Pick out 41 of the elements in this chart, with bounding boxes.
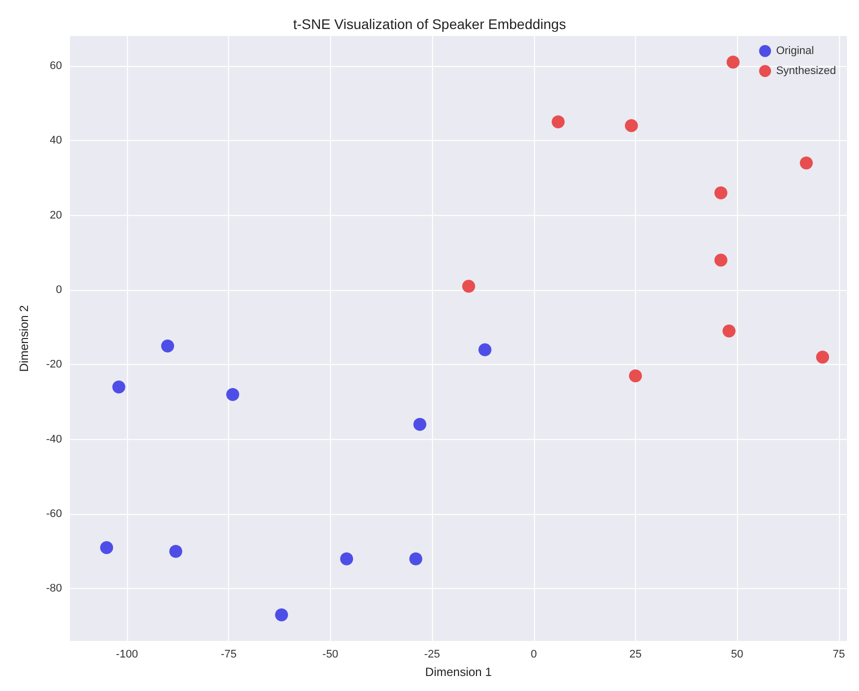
point [340, 552, 354, 566]
point [462, 280, 476, 293]
x-tick-label: -25 [424, 648, 440, 660]
x-tick-label: 25 [629, 648, 642, 660]
point [226, 388, 240, 402]
point [816, 350, 830, 364]
x-tick-label: 50 [731, 648, 744, 660]
chart-title: t-SNE Visualization of Speaker Embeddings [293, 16, 566, 32]
point [100, 541, 114, 554]
point [552, 115, 565, 128]
y-tick-label: 60 [50, 60, 62, 72]
y-tick-label: -40 [46, 433, 62, 446]
y-tick-label: -60 [46, 508, 62, 520]
point [112, 380, 126, 394]
point [800, 156, 813, 170]
point [478, 343, 492, 356]
y-tick-label: 20 [50, 209, 62, 222]
point [722, 324, 736, 338]
y-axis-title: Dimension 2 [17, 304, 31, 372]
point [714, 254, 728, 267]
y-tick-label: 0 [56, 284, 62, 296]
point [161, 339, 174, 352]
x-tick-label: -100 [116, 648, 138, 660]
x-tick-label: 75 [832, 648, 845, 660]
point [409, 552, 422, 566]
y-tick-label: -80 [46, 582, 62, 595]
x-tick-label: -75 [220, 648, 237, 660]
y-tick-label: 40 [50, 134, 62, 147]
x-tick-label: -50 [322, 648, 338, 660]
point [413, 418, 426, 431]
y-tick-label: -20 [46, 358, 62, 371]
legend-label: Original [776, 45, 814, 57]
point [628, 369, 642, 382]
point [275, 608, 288, 622]
legend-label: Synthesized [776, 65, 836, 77]
x-axis-title: Dimension 1 [425, 665, 492, 679]
point [169, 544, 182, 558]
point [714, 186, 728, 200]
point [624, 119, 638, 132]
point [726, 56, 740, 69]
x-tick-label: 0 [530, 648, 537, 660]
